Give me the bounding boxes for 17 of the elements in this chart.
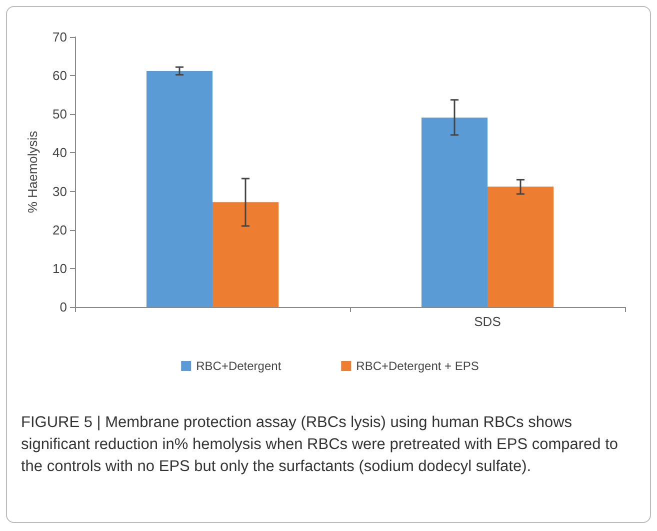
bar xyxy=(488,186,554,307)
y-tick-label: 10 xyxy=(52,260,67,276)
bar xyxy=(146,70,212,307)
y-tick-label: 0 xyxy=(60,300,67,314)
x-tick-label: SDS xyxy=(474,314,502,329)
y-tick-label: 60 xyxy=(52,68,67,84)
y-axis-title: % Haemolysis xyxy=(25,130,40,214)
y-tick-label: 20 xyxy=(52,222,67,238)
y-tick-label: 50 xyxy=(52,106,67,122)
caption: FIGURE 5 | Membrane protection assay (RBCs lysis) using human RBCs shows significant reduction in% hemolysis when RBCs were pretreated with EPS compared to the controls with no EPS but only the surfactants (sodium dodecyl sulfate). xyxy=(21,413,620,477)
bar xyxy=(422,118,488,307)
bar xyxy=(212,202,278,307)
legend-label: RBC+Detergent xyxy=(196,359,282,373)
y-tick-label: 70 xyxy=(52,30,67,44)
y-tick-label: 30 xyxy=(52,184,67,199)
legend-label: RBC+Detergent + EPS xyxy=(356,359,479,373)
y-tick-label: 40 xyxy=(52,145,67,160)
